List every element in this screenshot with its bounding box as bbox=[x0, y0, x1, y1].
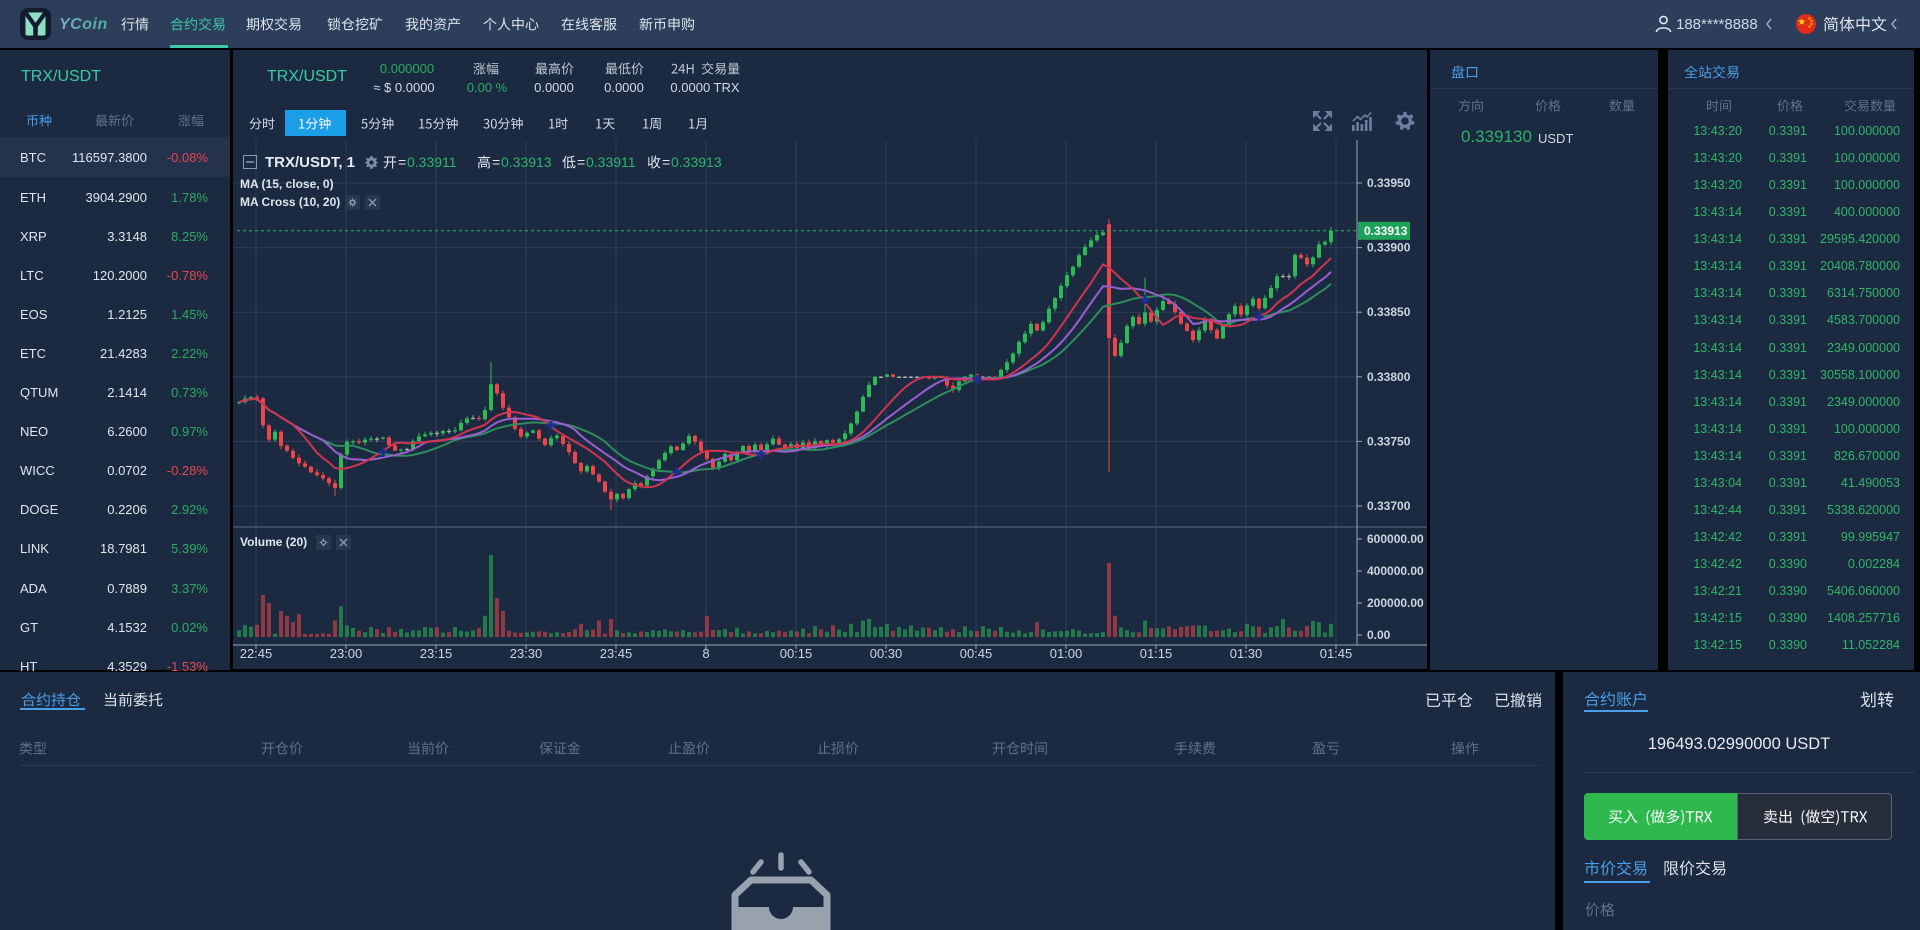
svg-text:0.33700: 0.33700 bbox=[1367, 499, 1411, 513]
svg-text:8: 8 bbox=[702, 646, 709, 661]
svg-text:0.00: 0.00 bbox=[1367, 628, 1391, 642]
svg-text:00:15: 00:15 bbox=[780, 646, 813, 661]
svg-text:0.33800: 0.33800 bbox=[1367, 370, 1411, 384]
svg-text:23:15: 23:15 bbox=[420, 646, 453, 661]
svg-text:0.33750: 0.33750 bbox=[1367, 434, 1411, 448]
svg-text:01:45: 01:45 bbox=[1320, 646, 1353, 661]
svg-text:01:30: 01:30 bbox=[1230, 646, 1263, 661]
svg-text:00:30: 00:30 bbox=[870, 646, 903, 661]
svg-text:0.33900: 0.33900 bbox=[1367, 241, 1411, 255]
svg-text:01:15: 01:15 bbox=[1140, 646, 1173, 661]
svg-text:0.33950: 0.33950 bbox=[1367, 176, 1411, 190]
svg-text:0.33850: 0.33850 bbox=[1367, 305, 1411, 319]
svg-text:0.33913: 0.33913 bbox=[1364, 224, 1408, 238]
svg-text:00:45: 00:45 bbox=[960, 646, 993, 661]
svg-text:400000.00: 400000.00 bbox=[1367, 564, 1424, 578]
svg-text:23:45: 23:45 bbox=[600, 646, 633, 661]
svg-text:200000.00: 200000.00 bbox=[1367, 596, 1424, 610]
svg-text:600000.00: 600000.00 bbox=[1367, 532, 1424, 546]
svg-text:23:00: 23:00 bbox=[330, 646, 363, 661]
svg-text:22:45: 22:45 bbox=[240, 646, 273, 661]
svg-text:01:00: 01:00 bbox=[1050, 646, 1083, 661]
svg-text:23:30: 23:30 bbox=[510, 646, 543, 661]
